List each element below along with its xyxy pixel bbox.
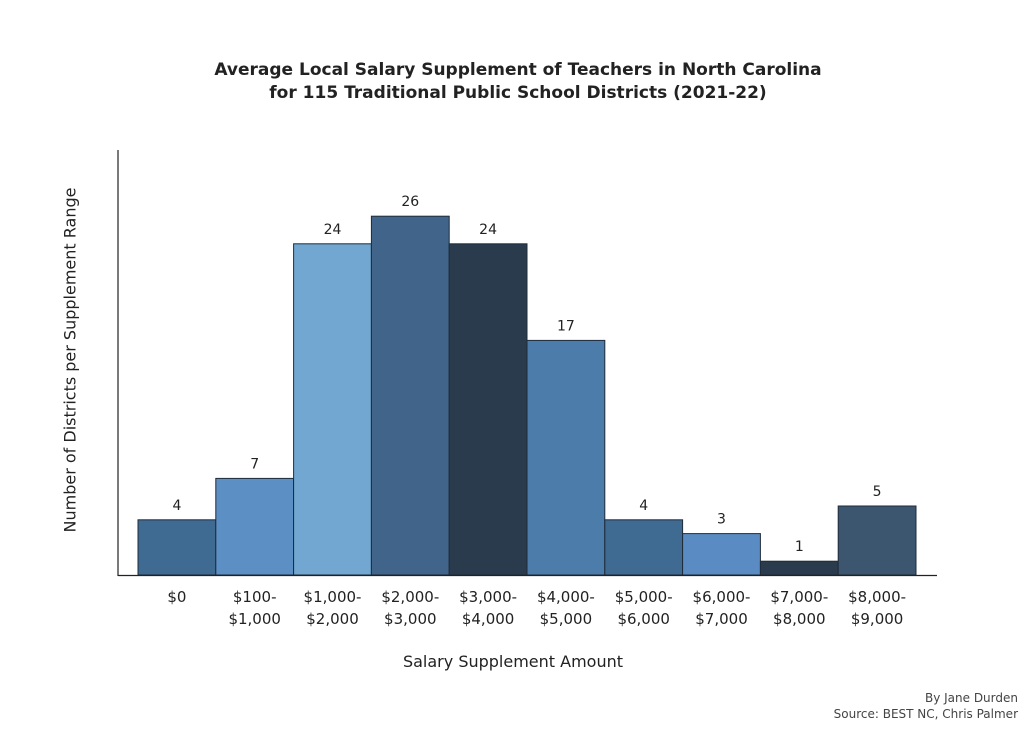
x-tick-label: $8,000 (773, 610, 826, 628)
bar (448, 243, 528, 576)
bar-value-label: 1 (795, 539, 804, 555)
x-tick-label: $1,000- (304, 588, 362, 606)
y-axis-label: Number of Districts per Supplement Range (60, 187, 80, 533)
bar (215, 477, 295, 576)
x-tick-label: $2,000 (306, 610, 359, 628)
bar (759, 560, 839, 576)
x-tick-label: $2,000- (381, 588, 439, 606)
chart-title: Average Local Salary Supplement of Teach… (214, 60, 822, 80)
bar-value-label: 26 (401, 194, 419, 210)
x-tick-label: $4,000 (462, 610, 515, 628)
x-tick-label: $4,000- (537, 588, 595, 606)
bar-value-label: 3 (717, 512, 726, 528)
x-tick-label: $6,000- (693, 588, 751, 606)
x-tick-label: $0 (167, 588, 186, 606)
bar-value-label: 4 (639, 498, 648, 514)
bar-value-label: 17 (557, 318, 575, 334)
x-tick-label: $5,000- (615, 588, 673, 606)
bar (370, 215, 450, 576)
bar (604, 519, 684, 576)
x-axis-label: Salary Supplement Amount (402, 652, 624, 671)
bar (526, 339, 606, 576)
x-tick-label: $6,000 (617, 610, 670, 628)
x-tick-label: $3,000 (384, 610, 437, 628)
x-tick-label: $1,000 (228, 610, 281, 628)
bar (137, 519, 217, 576)
bar-value-label: 7 (250, 456, 259, 472)
bar (682, 533, 761, 576)
author-credit: By Jane Durden (924, 691, 1018, 705)
bar-value-label: 5 (873, 484, 882, 500)
chart-subtitle: for 115 Traditional Public School Distri… (269, 83, 767, 103)
x-tick-label: $7,000 (695, 610, 748, 628)
bar-value-label: 24 (479, 222, 497, 238)
x-tick-label: $3,000- (459, 588, 517, 606)
bar (837, 505, 917, 576)
x-tick-label: $9,000 (851, 610, 904, 628)
x-tick-label: $7,000- (770, 588, 828, 606)
x-tick-label: $5,000 (540, 610, 593, 628)
bar-value-label: 24 (324, 222, 342, 238)
x-tick-label: $100- (233, 588, 277, 606)
source-credit: Source: BEST NC, Chris Palmer (833, 707, 1018, 721)
bar (293, 243, 372, 576)
bar-value-label: 4 (172, 498, 181, 514)
x-tick-label: $8,000- (848, 588, 906, 606)
